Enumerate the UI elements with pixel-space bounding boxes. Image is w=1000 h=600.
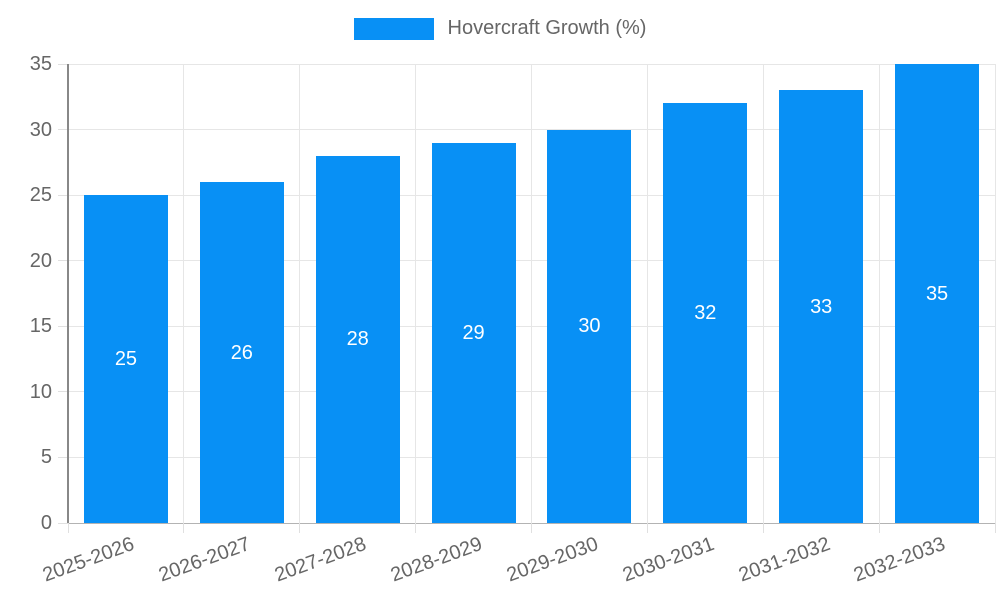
y-tick-mark (58, 129, 68, 131)
y-tick-mark (58, 522, 68, 524)
bar-value-label: 25 (114, 348, 138, 371)
y-axis-label: 25 (29, 184, 52, 207)
bar-value-label: 26 (230, 341, 253, 364)
x-axis-label: 2028-2029 (387, 533, 486, 587)
bar-2032-2033[interactable] (895, 64, 980, 523)
y-axis-border (67, 64, 69, 523)
x-tick-mark (299, 523, 301, 533)
x-tick-mark (67, 523, 69, 533)
y-tick-mark (58, 391, 68, 393)
x-tick-mark (415, 523, 417, 533)
x-axis-label: 2025-2026 (40, 533, 138, 587)
y-tick-mark (58, 260, 68, 262)
bar-value-label: 33 (810, 295, 833, 318)
x-tick-mark (762, 523, 764, 533)
bar-2028-2029[interactable] (431, 142, 516, 523)
x-gridline (531, 64, 532, 523)
y-axis-label: 15 (29, 315, 52, 338)
y-axis-label: 30 (29, 118, 52, 141)
bar-value-label: 32 (694, 302, 717, 325)
bar-2026-2027[interactable] (199, 182, 284, 523)
chart-legend[interactable]: Hovercraft Growth (%) (0, 17, 1000, 40)
y-axis-label: 35 (29, 53, 52, 75)
x-axis-label: 2030-2031 (619, 533, 717, 587)
y-axis-label: 5 (40, 446, 52, 469)
x-gridline (994, 64, 996, 523)
x-gridline (762, 64, 764, 523)
x-tick-mark (646, 523, 648, 533)
bar-value-label: 35 (925, 282, 949, 305)
x-tick-mark (183, 523, 185, 533)
y-tick-mark (58, 325, 68, 327)
x-axis-label: 2032-2033 (851, 533, 949, 587)
y-tick-mark (58, 456, 68, 458)
bar-2031-2032[interactable] (779, 90, 864, 523)
y-axis-label: 0 (40, 512, 52, 534)
x-tick-mark (878, 523, 880, 533)
x-axis-label: 2027-2028 (271, 533, 370, 587)
x-gridline (299, 64, 301, 523)
x-tick-mark (994, 523, 996, 533)
x-tick-mark (531, 523, 532, 533)
y-axis-label: 10 (29, 380, 52, 403)
bar-2029-2030[interactable] (547, 129, 632, 523)
x-gridline (878, 64, 880, 523)
bar-2030-2031[interactable] (663, 103, 748, 523)
x-axis-label: 2031-2032 (735, 533, 833, 587)
x-axis-label: 2029-2030 (503, 533, 601, 587)
y-axis-label: 20 (29, 249, 52, 272)
bar-value-label: 29 (462, 321, 485, 344)
bar-2025-2026[interactable] (83, 195, 168, 523)
y-tick-mark (58, 63, 68, 65)
x-gridline (646, 64, 648, 523)
legend-label: Hovercraft Growth (%) (447, 17, 647, 39)
x-gridline (415, 64, 417, 523)
bar-value-label: 28 (346, 328, 369, 351)
bar-value-label: 30 (578, 315, 601, 338)
x-axis-label: 2026-2027 (155, 533, 254, 587)
legend-swatch (353, 17, 434, 40)
bar-2027-2028[interactable] (315, 155, 400, 523)
y-tick-mark (58, 194, 68, 196)
x-gridline (183, 64, 185, 523)
